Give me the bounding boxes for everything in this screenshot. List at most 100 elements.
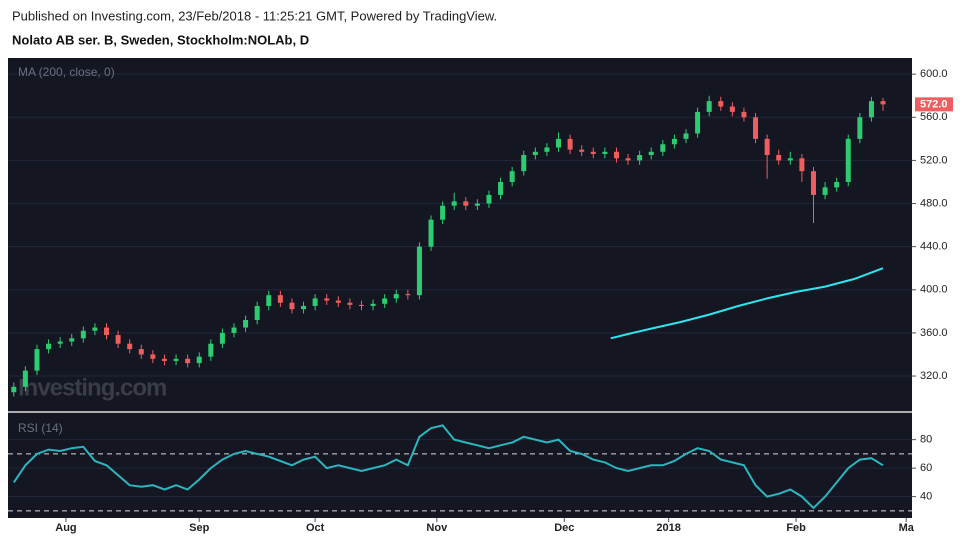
candle-body <box>544 147 550 152</box>
candle-body <box>277 295 283 303</box>
candle-body <box>127 343 133 350</box>
y-tick-label: 40 <box>920 491 932 503</box>
candle-body <box>834 181 840 188</box>
candle-body <box>660 144 666 152</box>
candle-body <box>266 295 272 306</box>
candle-body <box>196 356 202 364</box>
watermark: Investing.com <box>18 374 166 401</box>
candle-body <box>393 294 399 299</box>
y-tick-label: 440.0 <box>920 241 948 253</box>
candle-body <box>787 158 793 161</box>
candle-body <box>219 332 225 344</box>
x-tick-label: Dec <box>554 522 574 534</box>
candle-body <box>80 330 86 339</box>
candle-body <box>556 138 562 148</box>
candle-body <box>880 101 886 105</box>
candle-body <box>625 158 631 161</box>
candle-body <box>173 358 179 361</box>
candle-body <box>741 111 747 118</box>
x-tick-label: Aug <box>55 522 76 534</box>
candle-body <box>868 101 874 118</box>
x-tick-label: Feb <box>786 522 806 534</box>
candle-body <box>231 327 237 333</box>
candle-body <box>509 171 515 182</box>
candle-body <box>324 298 330 301</box>
candle-body <box>161 358 167 361</box>
candle-body <box>532 151 538 156</box>
candle-body <box>776 155 782 161</box>
candle-body <box>34 349 40 371</box>
candle-body <box>11 386 17 393</box>
candle-body <box>474 203 480 206</box>
candle-body <box>243 319 249 328</box>
candle-body <box>451 201 457 206</box>
candle-body <box>22 370 28 387</box>
legend-label: RSI (14) <box>18 421 63 435</box>
candle-body <box>301 305 307 310</box>
candle-body <box>150 354 156 359</box>
x-tick-label: Nov <box>426 522 448 534</box>
candle-body <box>729 106 735 112</box>
y-tick-label: 480.0 <box>920 197 948 209</box>
x-tick-label: 2018 <box>656 522 680 534</box>
candle-body <box>115 335 121 344</box>
y-tick-label: 520.0 <box>920 154 948 166</box>
candle-body <box>440 205 446 220</box>
candle-body <box>683 133 689 139</box>
published-note: Published on Investing.com, 23/Feb/2018 … <box>12 8 497 23</box>
x-tick-label: Oct <box>306 522 325 534</box>
candle-body <box>637 155 643 161</box>
y-tick-label: 560.0 <box>920 111 948 123</box>
instrument-title: Nolato AB ser. B, Sweden, Stockholm:NOLA… <box>12 32 309 47</box>
candle-body <box>648 151 654 156</box>
candle-body <box>382 298 388 304</box>
rsi-line <box>12 424 884 510</box>
y-tick-label: 60 <box>920 462 932 474</box>
candle-body <box>590 151 596 154</box>
candle-body <box>567 138 573 150</box>
candle-body <box>69 338 75 342</box>
candle-body <box>428 219 434 247</box>
x-tick-label: Sep <box>189 522 209 534</box>
candle-body <box>857 117 863 139</box>
candle-body <box>138 349 144 355</box>
candle-body <box>521 155 527 172</box>
candle-body <box>289 302 295 310</box>
candle-body <box>706 101 712 112</box>
y-tick-label: 400.0 <box>920 284 948 296</box>
candle-body <box>799 158 805 172</box>
last-price-label: 572.0 <box>920 98 948 110</box>
candle-body <box>104 327 110 336</box>
candle-body <box>370 303 376 306</box>
legend-label: MA (200, close, 0) <box>18 65 115 79</box>
y-tick-label: 360.0 <box>920 327 948 339</box>
candle-body <box>810 171 816 195</box>
candle-body <box>845 138 851 182</box>
x-tick-label: Ma <box>899 522 915 534</box>
candle-body <box>671 138 677 145</box>
candle-body <box>92 327 98 331</box>
candle-body <box>695 111 701 134</box>
candle-body <box>602 151 608 154</box>
candle-body <box>579 149 585 152</box>
plot-area <box>8 58 912 518</box>
candle-body <box>764 138 770 156</box>
candle-body <box>46 343 52 350</box>
candle-body <box>822 187 828 195</box>
candle-body <box>486 194 492 204</box>
candle-body <box>254 305 260 320</box>
candle-body <box>358 304 364 306</box>
candle-body <box>208 343 214 357</box>
candle-body <box>463 201 469 206</box>
candle-body <box>347 302 353 305</box>
y-tick-label: 600.0 <box>920 68 948 80</box>
candle-body <box>613 151 619 159</box>
candle-body <box>718 101 724 107</box>
candle-body <box>405 294 411 296</box>
candle-body <box>312 298 318 306</box>
y-tick-label: 80 <box>920 434 932 446</box>
candle-body <box>498 181 504 195</box>
candle-body <box>416 246 422 296</box>
